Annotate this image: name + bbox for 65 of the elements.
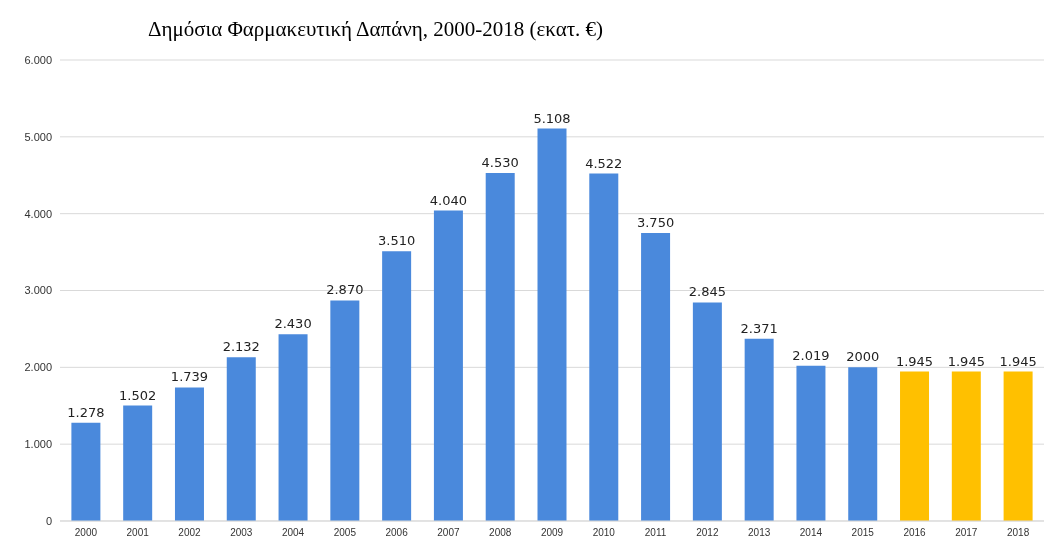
data-label: 1.945 [895,353,934,369]
data-label: 2.371 [740,320,778,336]
bar [951,371,981,521]
y-tick-label: 4.000 [24,207,52,220]
data-label: 2.430 [274,316,312,332]
y-tick-label: 5.000 [24,130,52,143]
bar [433,210,463,521]
bar [900,371,930,521]
x-tick-label: 2004 [281,527,305,539]
bar [692,302,722,521]
data-label: 3.510 [378,233,416,249]
x-tick-label: 2018 [1006,527,1030,539]
data-label: 1.945 [999,353,1037,369]
bar [848,367,878,521]
x-tick-label: 2013 [748,527,771,539]
bar [330,300,360,521]
x-tick-label: 2001 [126,527,150,539]
x-tick-label: 2017 [955,527,978,539]
y-tick-label: 2.000 [24,361,52,374]
x-tick-label: 2012 [696,527,719,539]
data-label: 2.132 [222,339,260,355]
data-label: 2.870 [326,282,364,298]
data-label: 1.739 [170,369,209,385]
x-tick-label: 2006 [385,527,409,539]
x-tick-label: 2015 [851,527,875,539]
data-label: 1.945 [947,353,985,369]
data-label: 4.530 [481,154,519,170]
data-label: 1.278 [67,404,105,420]
y-tick-label: 1.000 [24,438,52,451]
data-label: 1.502 [119,387,157,403]
data-label: 4.522 [585,155,623,171]
bar [589,173,619,521]
data-label: 2.019 [792,347,830,363]
data-label: 3.750 [636,214,675,230]
x-tick-label: 2002 [178,527,202,539]
data-label: 2.845 [688,284,726,300]
x-tick-label: 2010 [592,527,616,539]
x-tick-label: 2007 [437,527,460,539]
bar [71,422,101,521]
x-tick-label: 2016 [903,527,927,539]
data-label: 2000 [846,349,880,365]
bar [226,357,256,521]
x-tick-label: 2009 [540,527,564,539]
bar [278,334,308,521]
bar [796,365,826,521]
bar [537,128,567,521]
y-tick-label: 0 [45,514,52,527]
chart-title: Δημόσια Φαρμακευτική Δαπάνη, 2000-2018 (εκατ. €) [147,16,605,43]
data-label: 4.040 [429,192,468,208]
bar [641,232,671,521]
bar [744,338,774,521]
data-label: 5.108 [533,110,571,126]
x-tick-label: 2014 [799,527,823,539]
bar [1003,371,1033,521]
x-tick-label: 2008 [489,527,512,539]
x-tick-label: 2003 [230,527,253,539]
x-tick-label: 2005 [333,527,357,539]
bar [123,405,153,521]
bar [485,172,515,521]
bar [382,251,412,521]
y-tick-label: 6.000 [24,53,52,66]
y-tick-label: 3.000 [24,284,52,297]
x-tick-label: 2011 [644,527,667,539]
x-tick-label: 2000 [74,527,98,539]
bar [174,387,204,521]
